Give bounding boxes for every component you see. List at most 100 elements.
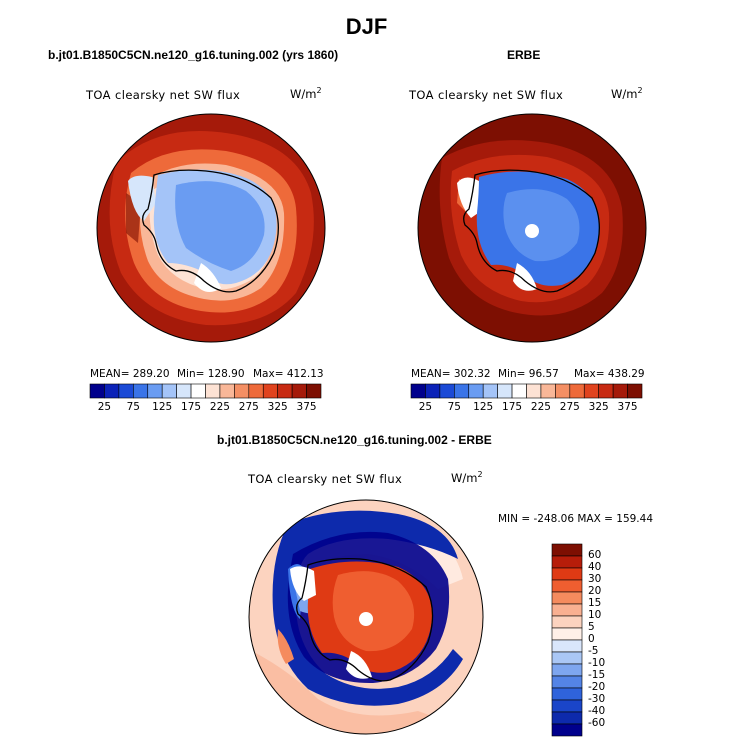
colorbar-tick-label: 125 <box>152 401 173 413</box>
colorbar-tick-label: 375 <box>296 401 317 413</box>
colorbar-tick-label: 75 <box>447 401 461 413</box>
colorbar-tick-label: 0 <box>588 633 595 645</box>
colorbar-tick-label: 375 <box>617 401 638 413</box>
colorbar-tick-label: 10 <box>588 609 602 621</box>
colorbar-swatch <box>262 383 278 399</box>
colorbar-swatch <box>291 383 307 399</box>
colorbar-swatch <box>205 383 221 399</box>
model-max: Max= 412.13 <box>253 368 324 380</box>
colorbar-swatch <box>176 383 192 399</box>
diff-colorbar-ticks: 60 40 30 20 15 10 5 0 -5 -10 -15 -20 -30 -40 -60 <box>588 544 628 736</box>
colorbar-swatch <box>551 615 583 629</box>
colorbar-swatch <box>118 383 134 399</box>
colorbar-tick-label: -10 <box>588 657 606 669</box>
model-panel-title: b.jt01.B1850C5CN.ne120_g16.tuning.002 (y… <box>48 48 339 62</box>
colorbar-swatch <box>526 383 542 399</box>
obs-min: Min= 96.57 <box>498 368 559 380</box>
colorbar-tick-label: 20 <box>588 585 602 597</box>
colorbar-tick-label: 175 <box>502 401 523 413</box>
colorbar-swatch <box>511 383 527 399</box>
diff-min-max: MIN = -248.06 MAX = 159.44 <box>498 513 653 525</box>
diff-polar-map <box>248 499 484 735</box>
colorbar-swatch <box>234 383 250 399</box>
colorbar-swatch <box>551 555 583 569</box>
colorbar-tick-label: 25 <box>97 401 112 413</box>
colorbar-swatch <box>551 579 583 593</box>
colorbar-swatch <box>425 383 441 399</box>
colorbar-swatch <box>555 383 571 399</box>
colorbar-swatch <box>248 383 264 399</box>
colorbar-swatch <box>551 591 583 605</box>
colorbar-tick-label: 75 <box>126 401 140 413</box>
colorbar-tick-label: 30 <box>588 573 602 585</box>
colorbar-swatch <box>551 627 583 641</box>
colorbar-swatch <box>551 543 583 557</box>
colorbar-tick-label: 60 <box>588 549 602 561</box>
colorbar-swatch <box>551 675 583 689</box>
colorbar-tick-label: 225 <box>209 401 230 413</box>
colorbar-tick-label: -5 <box>588 645 599 657</box>
model-min: Min= 128.90 <box>177 368 245 380</box>
obs-variable-label: TOA clearsky net SW flux <box>409 88 564 102</box>
model-mean: MEAN= 289.20 <box>90 368 170 380</box>
colorbar-tick-label: 325 <box>267 401 288 413</box>
colorbar-swatch <box>551 663 583 677</box>
colorbar-swatch <box>551 567 583 581</box>
colorbar-swatch <box>133 383 149 399</box>
colorbar-swatch <box>551 603 583 617</box>
colorbar-swatch <box>551 639 583 653</box>
diff-colorbar <box>551 543 583 737</box>
colorbar-swatch <box>551 699 583 713</box>
colorbar-tick-label: 25 <box>418 401 433 413</box>
colorbar-swatch <box>598 383 614 399</box>
colorbar-swatch <box>583 383 599 399</box>
colorbar-tick-label: 225 <box>530 401 551 413</box>
obs-panel-title: ERBE <box>507 48 541 62</box>
colorbar-swatch <box>497 383 513 399</box>
diff-variable-label: TOA clearsky net SW flux <box>248 472 403 486</box>
colorbar-swatch <box>551 687 583 701</box>
colorbar-swatch <box>439 383 455 399</box>
colorbar-swatch <box>627 383 643 399</box>
colorbar-tick-label: -40 <box>588 705 606 717</box>
colorbar-swatch <box>551 723 583 737</box>
colorbar-swatch <box>410 383 426 399</box>
colorbar-tick-label: 275 <box>559 401 580 413</box>
model-colorbar-ticks: 25 75 125 175 225 275 325 375 <box>90 401 321 415</box>
colorbar-tick-label: 125 <box>473 401 494 413</box>
colorbar-swatch <box>147 383 163 399</box>
colorbar-swatch <box>612 383 628 399</box>
obs-polar-map <box>417 113 647 343</box>
colorbar-tick-label: -60 <box>588 717 606 729</box>
model-variable-label: TOA clearsky net SW flux <box>86 88 241 102</box>
colorbar-swatch <box>551 651 583 665</box>
colorbar-tick-label: -15 <box>588 669 606 681</box>
obs-units-label: W/m2 <box>611 86 643 101</box>
colorbar-swatch <box>190 383 206 399</box>
colorbar-tick-label: -20 <box>588 681 606 693</box>
obs-max: Max= 438.29 <box>574 368 645 380</box>
model-units-label: W/m2 <box>290 86 322 101</box>
diff-panel-title: b.jt01.B1850C5CN.ne120_g16.tuning.002 - … <box>217 433 492 447</box>
colorbar-swatch <box>161 383 177 399</box>
colorbar-swatch <box>219 383 235 399</box>
colorbar-swatch <box>569 383 585 399</box>
colorbar-swatch <box>540 383 556 399</box>
obs-mean: MEAN= 302.32 <box>411 368 491 380</box>
colorbar-tick-label: 325 <box>588 401 609 413</box>
colorbar-swatch <box>277 383 293 399</box>
obs-colorbar <box>410 383 643 399</box>
model-polar-map <box>96 113 326 343</box>
colorbar-swatch <box>89 383 105 399</box>
colorbar-swatch <box>468 383 484 399</box>
colorbar-swatch <box>454 383 470 399</box>
colorbar-swatch <box>306 383 322 399</box>
colorbar-swatch <box>104 383 120 399</box>
obs-colorbar-ticks: 25 75 125 175 225 275 325 375 <box>411 401 642 415</box>
colorbar-tick-label: 275 <box>238 401 259 413</box>
diff-units-label: W/m2 <box>451 470 483 485</box>
colorbar-tick-label: 5 <box>588 621 595 633</box>
colorbar-tick-label: 175 <box>181 401 202 413</box>
colorbar-tick-label: 15 <box>588 597 602 609</box>
colorbar-swatch <box>551 711 583 725</box>
